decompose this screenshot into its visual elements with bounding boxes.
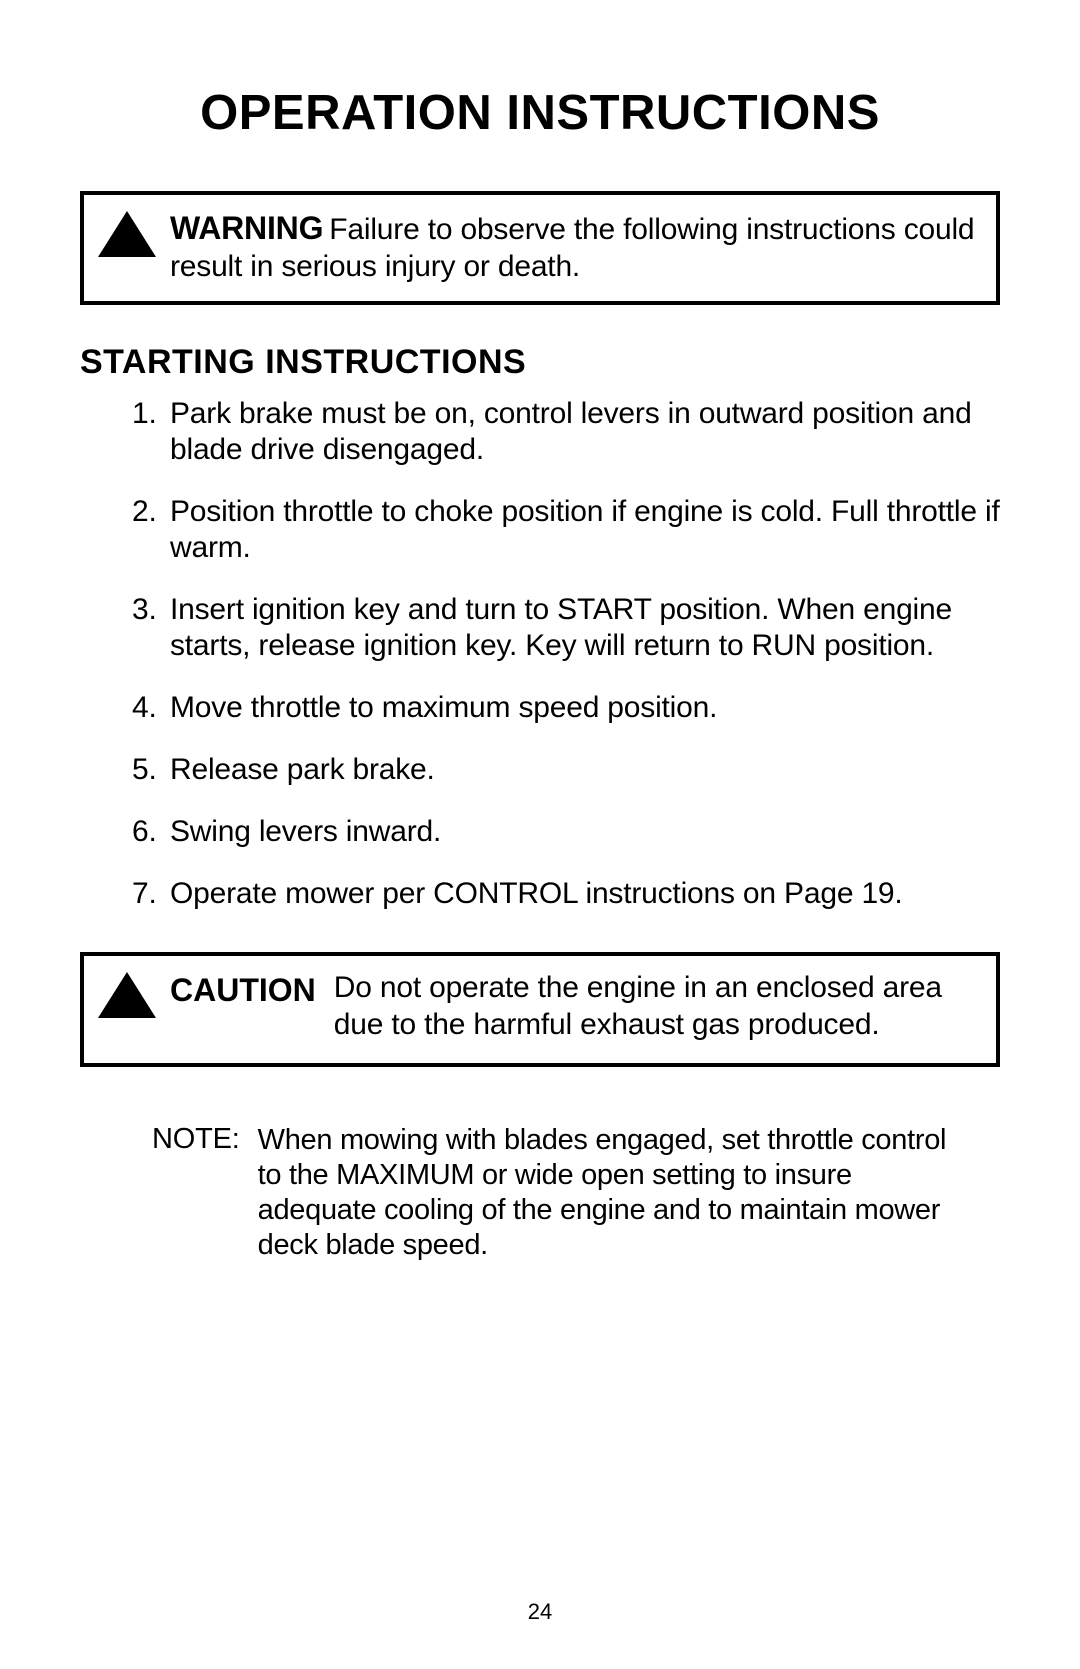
caution-text: Do not operate the engine in an enclosed… (334, 970, 976, 1043)
step-number: 1. (132, 396, 157, 432)
step-number: 5. (132, 752, 157, 788)
step-number: 7. (132, 876, 157, 912)
note-row: NOTE: When mowing with blades engaged, s… (80, 1123, 1000, 1262)
step-text: Move throttle to maximum speed position. (170, 691, 717, 724)
step-number: 2. (132, 494, 157, 530)
page-title: OPERATION INSTRUCTIONS (80, 85, 1000, 141)
section-heading: STARTING INSTRUCTIONS (80, 343, 1000, 382)
list-item: 2. Position throttle to choke position if… (132, 494, 1000, 566)
step-text: Swing levers inward. (170, 815, 441, 848)
warning-box: WARNINGFailure to observe the following … (80, 191, 1000, 305)
document-page: OPERATION INSTRUCTIONS WARNINGFailure to… (0, 0, 1080, 1669)
step-number: 3. (132, 592, 157, 628)
caution-triangle-icon (98, 972, 156, 1018)
caution-body: CAUTION Do not operate the engine in an … (170, 970, 976, 1043)
caution-box: CAUTION Do not operate the engine in an … (80, 952, 1000, 1067)
caution-label: CAUTION (170, 970, 316, 1009)
step-text: Release park brake. (170, 753, 435, 786)
list-item: 5. Release park brake. (132, 752, 1000, 788)
list-item: 1. Park brake must be on, control levers … (132, 396, 1000, 468)
list-item: 7. Operate mower per CONTROL instructions… (132, 876, 1000, 912)
page-number: 24 (0, 1599, 1080, 1625)
warning-triangle-icon (98, 211, 156, 257)
step-text: Insert ignition key and turn to START po… (170, 593, 952, 662)
list-item: 4. Move throttle to maximum speed positio… (132, 690, 1000, 726)
note-label: NOTE: (152, 1123, 240, 1156)
step-number: 4. (132, 690, 157, 726)
list-item: 6. Swing levers inward. (132, 814, 1000, 850)
step-text: Position throttle to choke position if e… (170, 495, 1000, 564)
step-text: Park brake must be on, control levers in… (170, 397, 972, 466)
list-item: 3. Insert ignition key and turn to START … (132, 592, 1000, 664)
note-text: When mowing with blades engaged, set thr… (258, 1123, 960, 1262)
warning-label: WARNING (170, 210, 323, 246)
warning-text-block: WARNINGFailure to observe the following … (170, 209, 976, 285)
steps-list: 1. Park brake must be on, control levers … (80, 396, 1000, 912)
step-number: 6. (132, 814, 157, 850)
step-text: Operate mower per CONTROL instructions o… (170, 877, 903, 910)
